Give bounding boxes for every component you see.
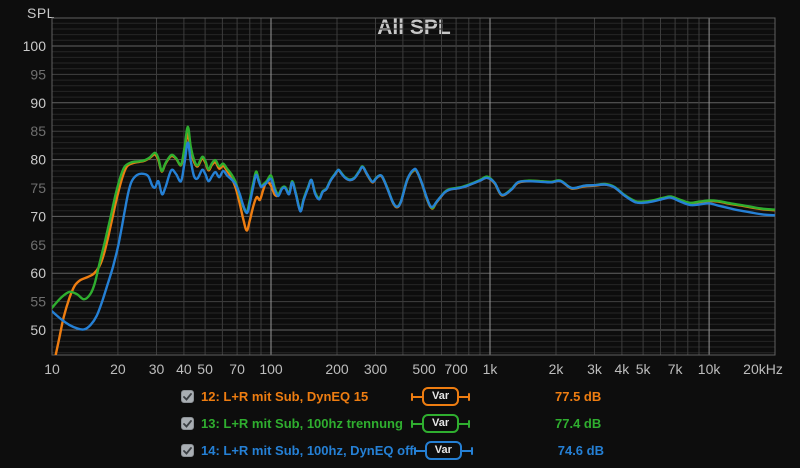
y-tick-label: 85 (30, 123, 46, 139)
x-tick-label: 30 (149, 361, 165, 377)
var-right-line (461, 449, 471, 452)
x-tick-label: 2k (549, 361, 565, 377)
x-tick-label: 200 (325, 361, 349, 377)
x-tick-label: 10k (698, 361, 722, 377)
y-axis-title: SPL (27, 5, 55, 21)
var-box[interactable]: Var (422, 387, 460, 406)
var-left-line (413, 395, 422, 398)
var-badge[interactable]: Var (411, 414, 479, 433)
y-tick-label: 65 (30, 237, 46, 253)
var-badge[interactable]: Var (411, 387, 479, 406)
var-left-tick (411, 392, 413, 401)
legend-row: 12: L+R mit Sub, DynEQ 15 Var 77.5 dB (181, 383, 621, 410)
var-left-tick (411, 419, 413, 428)
x-tick-label: 100 (259, 361, 283, 377)
var-right-tick (468, 392, 471, 401)
y-tick-label: 75 (30, 180, 46, 196)
legend-value: 74.6 dB (557, 443, 604, 458)
x-tick-label: 50 (197, 361, 213, 377)
x-tick-label: 3k (587, 361, 603, 377)
var-right-line (459, 395, 469, 398)
y-tick-label: 90 (30, 95, 46, 111)
check-icon (183, 419, 192, 428)
y-tick-label: 100 (23, 38, 47, 54)
var-right-tick (470, 446, 473, 455)
x-tick-label: 70 (229, 361, 245, 377)
x-tick-label: 5k (636, 361, 652, 377)
legend-checkbox[interactable] (181, 444, 194, 457)
var-right-line (459, 422, 469, 425)
legend-value: 77.5 dB (555, 389, 602, 404)
y-tick-label: 55 (30, 294, 46, 310)
x-tick-label: 1k (483, 361, 499, 377)
plot-border (51, 17, 776, 356)
legend-row: 14: L+R mit Sub, 100hz, DynEQ off Var 74… (181, 437, 621, 464)
x-tick-label: 7k (668, 361, 684, 377)
legend: 12: L+R mit Sub, DynEQ 15 Var 77.5 dB 13… (181, 383, 621, 464)
var-box[interactable]: Var (422, 414, 460, 433)
y-tick-label: 70 (30, 208, 46, 224)
legend-checkbox[interactable] (181, 390, 194, 403)
y-tick-label: 95 (30, 66, 46, 82)
x-tick-label: 300 (364, 361, 388, 377)
var-right-tick (468, 419, 471, 428)
var-badge[interactable]: Var (413, 441, 482, 460)
check-icon (183, 446, 192, 455)
x-tick-label: 10 (44, 361, 60, 377)
var-left-line (413, 422, 422, 425)
legend-value: 77.4 dB (555, 416, 602, 431)
var-left-tick (413, 446, 416, 455)
var-left-line (415, 449, 425, 452)
x-tick-label: 500 (412, 361, 436, 377)
check-icon (183, 392, 192, 401)
x-tick-label: 4k (615, 361, 631, 377)
x-tick-label: 20 (110, 361, 126, 377)
legend-row: 13: L+R mit Sub, 100hz trennung Var 77.4… (181, 410, 621, 437)
legend-label[interactable]: 12: L+R mit Sub, DynEQ 15 (201, 389, 369, 404)
x-tick-label: 20kHz (743, 361, 783, 377)
legend-checkbox[interactable] (181, 417, 194, 430)
x-tick-label: 700 (444, 361, 468, 377)
var-box[interactable]: Var (424, 441, 462, 460)
x-tick-label: 40 (176, 361, 192, 377)
y-tick-label: 60 (30, 265, 46, 281)
legend-label[interactable]: 13: L+R mit Sub, 100hz trennung (201, 416, 403, 431)
y-tick-label: 80 (30, 152, 46, 168)
y-tick-label: 50 (30, 322, 46, 338)
series-curve-14 (52, 141, 775, 331)
legend-label[interactable]: 14: L+R mit Sub, 100hz, DynEQ off (201, 443, 414, 458)
